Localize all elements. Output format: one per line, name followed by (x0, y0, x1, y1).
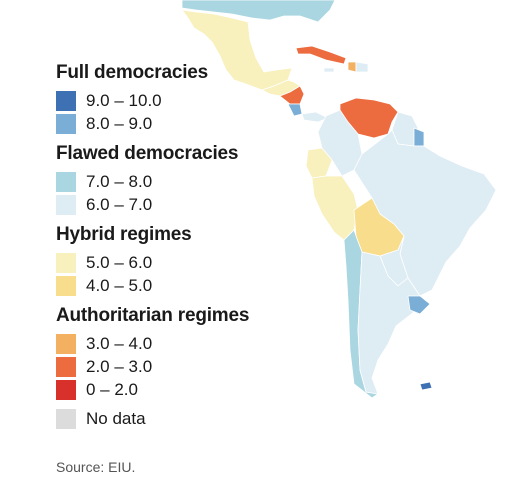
haiti-region (347, 61, 357, 73)
legend-group-title: Authoritarian regimes (56, 305, 250, 326)
cuba-region (295, 45, 347, 65)
argentina-region (357, 251, 421, 395)
usa-canada-region (181, 0, 336, 23)
legend-item-label: 4.0 – 5.0 (86, 275, 153, 295)
legend-item-label: 5.0 – 6.0 (86, 252, 153, 272)
legend: Full democracies 9.0 – 10.0 8.0 – 9.0 Flawe… (56, 60, 296, 430)
jamaica-region (323, 67, 335, 73)
legend-item: 7.0 – 8.0 (56, 170, 296, 193)
source-note: Source: EIU. (56, 459, 136, 475)
french-guiana-region (413, 127, 425, 147)
legend-item-label: 8.0 – 9.0 (86, 113, 153, 133)
legend-group: Hybrid regimes 5.0 – 6.0 4.0 – 5.0 (56, 222, 296, 297)
legend-item-label: 9.0 – 10.0 (86, 90, 162, 110)
legend-item: 2.0 – 3.0 (56, 355, 296, 378)
peru-region (311, 175, 359, 241)
legend-swatch (56, 171, 76, 192)
legend-item: 0 – 2.0 (56, 378, 296, 401)
falklands-region (419, 381, 433, 391)
legend-group: Flawed democracies 7.0 – 8.0 6.0 – 7.0 (56, 141, 296, 216)
legend-swatch (56, 194, 76, 215)
legend-group: Full democracies 9.0 – 10.0 8.0 – 9.0 (56, 60, 296, 135)
legend-group-title: Flawed democracies (56, 143, 239, 164)
legend-group-title: Hybrid regimes (56, 224, 192, 245)
legend-swatch (56, 113, 76, 134)
legend-item-label: 0 – 2.0 (86, 379, 138, 399)
legend-swatch (56, 356, 76, 377)
legend-item-label: No data (86, 408, 146, 428)
panama-region (301, 111, 329, 123)
legend-swatch (56, 275, 76, 296)
uruguay-region (407, 295, 431, 315)
legend-item-label: 3.0 – 4.0 (86, 333, 153, 353)
legend-swatch (56, 90, 76, 111)
legend-item-label: 7.0 – 8.0 (86, 171, 153, 191)
legend-swatch (56, 379, 76, 400)
dominican-republic-region (355, 61, 369, 73)
legend-group-title: Full democracies (56, 62, 209, 83)
legend-item: 8.0 – 9.0 (56, 112, 296, 135)
legend-swatch (56, 408, 76, 429)
legend-item: 5.0 – 6.0 (56, 251, 296, 274)
legend-swatch (56, 252, 76, 273)
legend-item: 6.0 – 7.0 (56, 193, 296, 216)
legend-item-label: 2.0 – 3.0 (86, 356, 153, 376)
legend-item: 9.0 – 10.0 (56, 89, 296, 112)
legend-item: 3.0 – 4.0 (56, 332, 296, 355)
legend-group: Authoritarian regimes 3.0 – 4.0 2.0 – 3.0 0… (56, 303, 296, 401)
legend-item-no-data: No data (56, 407, 296, 430)
legend-swatch (56, 333, 76, 354)
legend-item: 4.0 – 5.0 (56, 274, 296, 297)
legend-item-label: 6.0 – 7.0 (86, 194, 153, 214)
